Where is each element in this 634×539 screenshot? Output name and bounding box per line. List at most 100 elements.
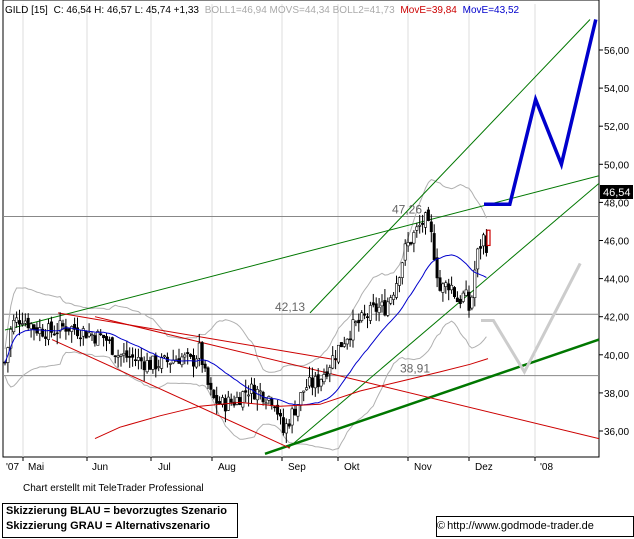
price-bar — [348, 330, 352, 347]
price-bar — [128, 347, 132, 368]
price-bar — [194, 355, 198, 369]
price-bar-body — [44, 336, 48, 339]
price-bar-body — [476, 248, 480, 270]
price-bar — [313, 371, 317, 397]
price-bar — [325, 364, 329, 380]
y-axis: 36,00 38,00 40,00 42,00 44,00 46,00 48,00 50,00… — [599, 46, 629, 438]
price-bar-body — [194, 358, 198, 368]
price-bar — [232, 395, 236, 408]
price-bar-body — [377, 306, 381, 313]
price-bar-body — [467, 291, 471, 311]
price-bar-body — [403, 243, 407, 261]
price-bar — [200, 341, 204, 373]
price-bar — [357, 313, 361, 332]
price-bar — [400, 261, 404, 285]
y-tick-label: 44,00 — [604, 275, 629, 286]
price-bar — [105, 332, 109, 352]
level-label: 38,91 — [400, 362, 430, 376]
price-bar-body — [423, 212, 427, 228]
price-bar-body — [278, 412, 282, 417]
price-bar — [107, 336, 111, 344]
price-bar-body — [154, 354, 158, 370]
price-bar-body — [360, 312, 364, 321]
price-bar-body — [363, 313, 367, 316]
price-bar — [264, 397, 268, 410]
price-bar — [412, 230, 416, 253]
price-bar — [302, 390, 306, 402]
y-tick-label: 38,00 — [604, 389, 629, 400]
price-bar — [467, 285, 471, 318]
price-bar — [368, 301, 372, 325]
price-bar — [93, 332, 97, 347]
x-tick-label: Jul — [158, 462, 171, 473]
price-bar — [452, 286, 456, 299]
scenario-paths — [481, 19, 598, 375]
price-bar-body — [157, 366, 161, 368]
price-bar — [397, 276, 401, 293]
price-bar-body — [273, 406, 277, 409]
price-bar — [223, 394, 227, 423]
grid — [22, 4, 536, 457]
price-bar-body — [221, 397, 225, 406]
price-bar-body — [458, 298, 462, 304]
price-bar — [276, 399, 280, 421]
y-tick-label: 56,00 — [604, 46, 629, 57]
price-bar-body — [258, 390, 262, 393]
price-bar — [423, 211, 427, 235]
price-bar — [319, 378, 323, 392]
price-bar-body — [397, 277, 401, 286]
price-bar-body — [435, 257, 439, 279]
price-bar-body — [58, 320, 62, 332]
y-tick-label: 52,00 — [604, 122, 629, 133]
price-bar — [389, 294, 393, 306]
chart-credit: Chart erstellt mit TeleTrader Profession… — [23, 483, 204, 494]
price-bar — [345, 338, 349, 350]
price-bar-body — [247, 394, 251, 397]
price-bar — [58, 312, 62, 339]
y-tick-label: 48,00 — [604, 198, 629, 209]
price-bar-body — [325, 371, 329, 377]
price-bar-body — [302, 390, 306, 393]
price-bar — [64, 318, 68, 340]
price-bar — [157, 359, 161, 372]
symbol: GILD [15] — [5, 5, 48, 16]
red-trendline-upper — [94, 316, 599, 440]
price-bar-body — [287, 423, 291, 427]
price-bar-body — [461, 292, 465, 302]
price-bar — [110, 336, 114, 356]
price-bar — [244, 379, 248, 403]
price-bar — [481, 232, 485, 255]
price-bar-body — [131, 354, 135, 358]
price-bar-body — [429, 221, 433, 233]
price-bar-body — [20, 323, 24, 325]
price-bar-body — [331, 355, 335, 369]
green-trendline-upper — [4, 175, 599, 331]
price-bar — [151, 355, 155, 374]
price-bar-body — [168, 363, 172, 365]
level-label: 42,13 — [275, 300, 305, 314]
price-bar-body — [432, 233, 436, 260]
price-bar — [450, 276, 454, 294]
price-bar — [241, 390, 245, 411]
price-bar-body — [389, 297, 393, 304]
price-bar-body — [383, 300, 387, 316]
source-link[interactable]: © http://www.godmode-trader.de — [436, 516, 634, 537]
price-bar-body — [264, 402, 268, 405]
price-bar — [78, 329, 82, 347]
price-bar — [293, 400, 297, 416]
price-bar — [46, 318, 50, 346]
price-bar-body — [15, 317, 19, 323]
price-bar-body — [52, 333, 56, 336]
price-bar — [284, 418, 288, 443]
price-bar-body — [307, 376, 311, 387]
price-bar — [142, 356, 146, 382]
last-price-label: 46,54 — [603, 187, 631, 199]
price-bar-body — [284, 423, 288, 434]
x-axis: '07 Mai Jun Jul Aug Sep Okt Nov Dez '08 — [6, 457, 553, 473]
price-bar — [406, 232, 410, 252]
price-bar-body — [116, 355, 120, 358]
price-bar-body — [107, 339, 111, 341]
price-bar — [148, 356, 152, 370]
price-bar — [125, 340, 129, 363]
price-bar-body — [479, 246, 483, 249]
